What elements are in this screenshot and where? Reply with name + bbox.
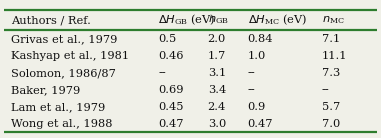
Text: Kashyap et al., 1981: Kashyap et al., 1981: [11, 51, 130, 61]
Text: Lam et al., 1979: Lam et al., 1979: [11, 102, 106, 112]
Text: 0.45: 0.45: [158, 102, 184, 112]
Text: $\Delta H_{\mathregular{GB}}$ (eV): $\Delta H_{\mathregular{GB}}$ (eV): [158, 13, 216, 27]
Text: 2.0: 2.0: [208, 34, 226, 44]
Text: 1.0: 1.0: [248, 51, 266, 61]
Text: 0.47: 0.47: [248, 119, 273, 129]
Text: $\Delta H_{\mathregular{MC}}$ (eV): $\Delta H_{\mathregular{MC}}$ (eV): [248, 13, 307, 27]
Text: --: --: [322, 85, 330, 95]
Text: 0.9: 0.9: [248, 102, 266, 112]
Text: Wong et al., 1988: Wong et al., 1988: [11, 119, 113, 129]
Text: --: --: [248, 85, 255, 95]
Text: 7.1: 7.1: [322, 34, 340, 44]
Text: 3.0: 3.0: [208, 119, 226, 129]
Text: --: --: [158, 68, 166, 78]
Text: 7.3: 7.3: [322, 68, 340, 78]
Text: Solomon, 1986/87: Solomon, 1986/87: [11, 68, 116, 78]
Text: 0.5: 0.5: [158, 34, 176, 44]
Text: 11.1: 11.1: [322, 51, 347, 61]
Text: 7.0: 7.0: [322, 119, 340, 129]
Text: 0.84: 0.84: [248, 34, 273, 44]
Text: 3.4: 3.4: [208, 85, 226, 95]
Text: Grivas et al., 1979: Grivas et al., 1979: [11, 34, 118, 44]
Text: 0.69: 0.69: [158, 85, 184, 95]
Text: 0.47: 0.47: [158, 119, 184, 129]
Text: 2.4: 2.4: [208, 102, 226, 112]
Text: 5.7: 5.7: [322, 102, 340, 112]
Text: Authors / Ref.: Authors / Ref.: [11, 15, 91, 25]
Text: $n_{\mathregular{MC}}$: $n_{\mathregular{MC}}$: [322, 14, 345, 26]
Text: 3.1: 3.1: [208, 68, 226, 78]
Text: Baker, 1979: Baker, 1979: [11, 85, 81, 95]
Text: --: --: [248, 68, 255, 78]
Text: 1.7: 1.7: [208, 51, 226, 61]
Text: $n_{\mathregular{GB}}$: $n_{\mathregular{GB}}$: [208, 14, 229, 26]
Text: 0.46: 0.46: [158, 51, 184, 61]
